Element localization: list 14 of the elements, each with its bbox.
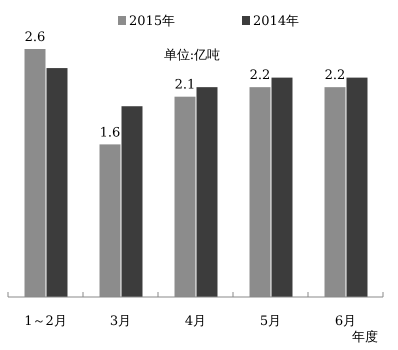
x-axis-title: 年度 <box>352 329 378 345</box>
legend-label: 2015年 <box>129 14 176 29</box>
data-label: 2.6 <box>24 30 46 45</box>
legend-label: 2014年 <box>253 14 300 29</box>
x-tick-label: 3月 <box>110 314 132 329</box>
data-label: 1.6 <box>100 125 120 140</box>
data-label: 2.2 <box>324 68 346 84</box>
data-label: 2.1 <box>174 78 196 93</box>
x-tick-label: 5月 <box>260 314 282 329</box>
x-tick-label: 6月 <box>334 314 356 329</box>
x-tick-label: 1～2月 <box>24 314 67 329</box>
x-tick-label: 4月 <box>184 314 206 329</box>
data-label: 2.2 <box>250 68 270 84</box>
annotation: 单位:亿吨 <box>164 48 220 63</box>
